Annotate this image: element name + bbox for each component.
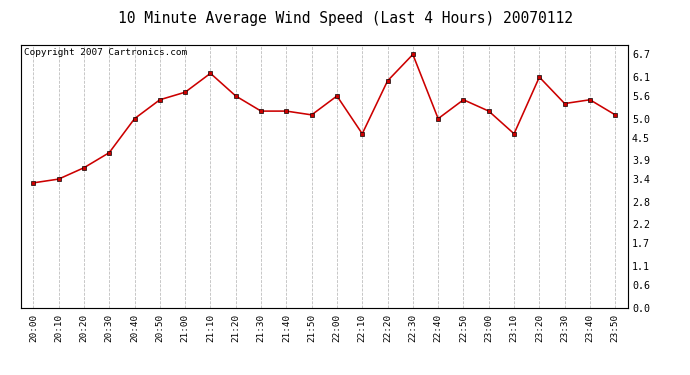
Text: Copyright 2007 Cartronics.com: Copyright 2007 Cartronics.com (23, 48, 187, 57)
Text: 10 Minute Average Wind Speed (Last 4 Hours) 20070112: 10 Minute Average Wind Speed (Last 4 Hou… (117, 11, 573, 26)
